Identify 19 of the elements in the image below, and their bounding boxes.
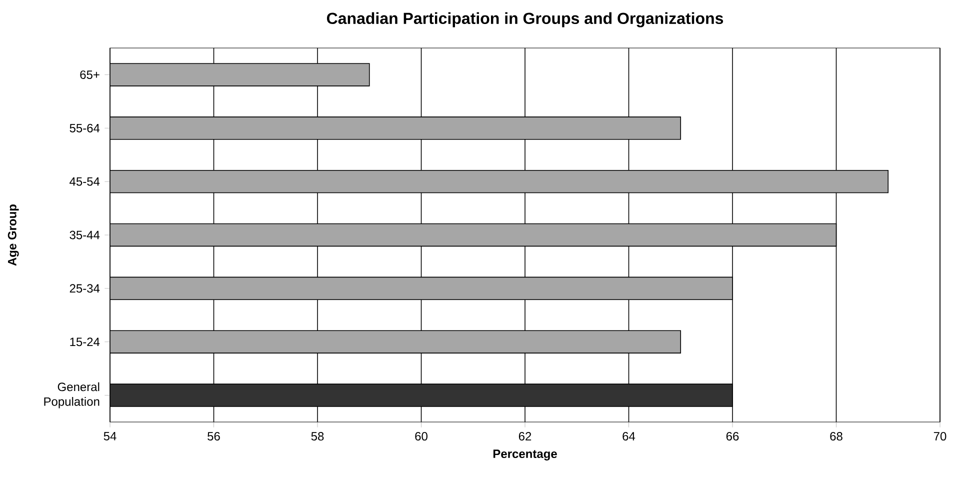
x-tick-label: 54	[104, 432, 116, 440]
x-tick-label: 56	[208, 432, 220, 441]
y-tick-label: General Population	[44, 382, 100, 408]
y-axis-title: Age Group	[8, 204, 19, 266]
x-tick-label: 70	[934, 432, 946, 441]
x-tick-label: 62	[518, 432, 532, 441]
x-tick-label: 58	[311, 432, 324, 441]
y-tick-label: 15-24	[70, 338, 100, 346]
y-tick-label: 25-34	[70, 284, 100, 293]
x-axis-title: Percentage	[493, 450, 557, 460]
chart-title: Canadian Participation in Groups and Organizations	[326, 12, 724, 28]
x-tick-label: 60	[415, 432, 428, 441]
y-tick-label: 45-54	[70, 177, 100, 186]
y-tick-label: 55-64	[70, 124, 100, 132]
x-tick-label: 66	[726, 432, 739, 441]
y-tick-label: 65+	[80, 70, 100, 79]
x-tick-label: 64	[622, 432, 636, 441]
x-tick-label: 68	[830, 432, 842, 441]
y-tick-label: 35-44	[70, 230, 100, 240]
